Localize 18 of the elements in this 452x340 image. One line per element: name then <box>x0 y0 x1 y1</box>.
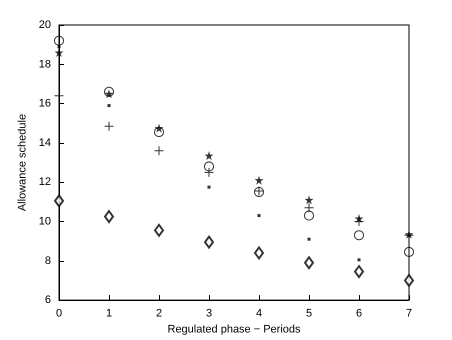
y-tick-label: 8 <box>44 254 51 267</box>
y-tick-label: 6 <box>44 294 51 306</box>
y-tick-label: 14 <box>38 136 51 149</box>
y-tick-label: 10 <box>38 216 51 228</box>
x-tick-label: 1 <box>106 308 112 320</box>
y-tick-label: 12 <box>38 176 51 188</box>
x-tick-label: 6 <box>356 308 362 320</box>
x-tick-label: 2 <box>156 308 162 320</box>
x-tick-label: 5 <box>306 308 312 320</box>
y-tick-label: 18 <box>38 58 51 70</box>
x-tick-label: 7 <box>406 308 412 320</box>
y-axis-title: Allowance schedule <box>16 114 28 212</box>
y-tick-label: 16 <box>38 98 51 110</box>
x-axis-title: Regulated phase − Periods <box>167 324 301 336</box>
x-tick-label: 4 <box>256 308 262 320</box>
y-tick-label: 20 <box>38 19 51 31</box>
x-tick-label: 0 <box>56 308 62 320</box>
x-tick-label: 3 <box>206 308 212 320</box>
